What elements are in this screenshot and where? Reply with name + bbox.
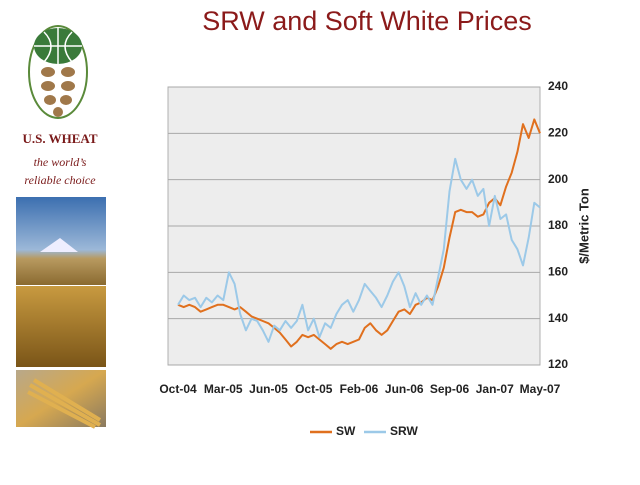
wheat-stalks [27, 378, 102, 429]
mountain [40, 238, 78, 252]
chart-title: SRW and Soft White Prices [202, 6, 532, 36]
series-line [177, 157, 541, 343]
tagline: the world’s [34, 155, 87, 169]
x-tick-label: Jan-07 [476, 382, 514, 396]
y-tick-label: 240 [548, 79, 568, 93]
y-tick-label: 220 [548, 126, 568, 140]
x-tick-label: Oct-04 [159, 382, 197, 396]
y-axis-label: $/Metric Ton [576, 188, 591, 264]
x-tick-label: May-07 [520, 382, 561, 396]
x-tick-label: Jun-06 [385, 382, 424, 396]
logo [28, 25, 88, 119]
x-tick-label: Feb-06 [340, 382, 379, 396]
x-tick-label: Oct-05 [295, 382, 333, 396]
y-tick-label: 200 [548, 172, 568, 186]
legend-label: SW [336, 424, 356, 438]
y-tick-label: 120 [548, 357, 568, 371]
y-tick-label: 140 [548, 311, 568, 325]
x-tick-label: Jun-05 [249, 382, 288, 396]
y-tick-label: 160 [548, 265, 568, 279]
brand: U.S. WHEAT [22, 131, 97, 146]
tagline: reliable choice [24, 173, 96, 187]
photo-field [16, 286, 106, 367]
x-tick-label: Mar-05 [204, 382, 243, 396]
y-tick-label: 180 [548, 218, 568, 232]
legend-label: SRW [390, 424, 418, 438]
x-tick-label: Sep-06 [430, 382, 470, 396]
